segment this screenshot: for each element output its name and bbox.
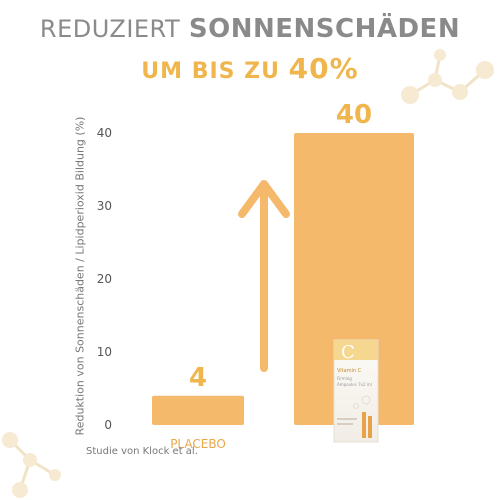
y-axis: 0 10 20 30 40 [97, 126, 112, 432]
increase-arrow-icon [238, 180, 290, 372]
product-line2: Ampoules 7x2 ml [337, 382, 372, 387]
headline: REDUZIERT SONNENSCHÄDEN [0, 14, 500, 44]
product-box-image: C Vitamin C Firming Ampoules 7x2 ml [333, 339, 379, 443]
subheadline-value: 40% [288, 52, 359, 85]
category-label: PLACEBO [170, 437, 226, 451]
y-tick-label: 10 [97, 345, 112, 359]
y-tick-label: 30 [97, 199, 112, 213]
bar-1 [152, 395, 244, 425]
y-tick-label: 40 [97, 126, 112, 140]
bar-value-label: 40 [336, 100, 372, 130]
subheadline-prefix: UM BIS ZU [141, 59, 280, 84]
product-line1: Firming [337, 376, 352, 381]
molecule-decoration-icon [401, 49, 494, 104]
y-tick-label: 0 [104, 418, 112, 432]
product-letter: C [341, 342, 355, 363]
y-tick-label: 20 [97, 272, 112, 286]
bar-value-label: 4 [189, 363, 207, 393]
headline-bold: SONNENSCHÄDEN [188, 14, 461, 44]
subheadline: UM BIS ZU 40% [0, 52, 500, 85]
bars: 4 PLACEBO 40 [152, 100, 414, 451]
source-note: Studie von Klock et al. [86, 446, 198, 457]
product-name: Vitamin C [337, 368, 362, 374]
molecule-decoration-icon [2, 432, 61, 498]
bar-2 [294, 133, 414, 425]
headline-light: REDUZIERT [39, 15, 181, 43]
